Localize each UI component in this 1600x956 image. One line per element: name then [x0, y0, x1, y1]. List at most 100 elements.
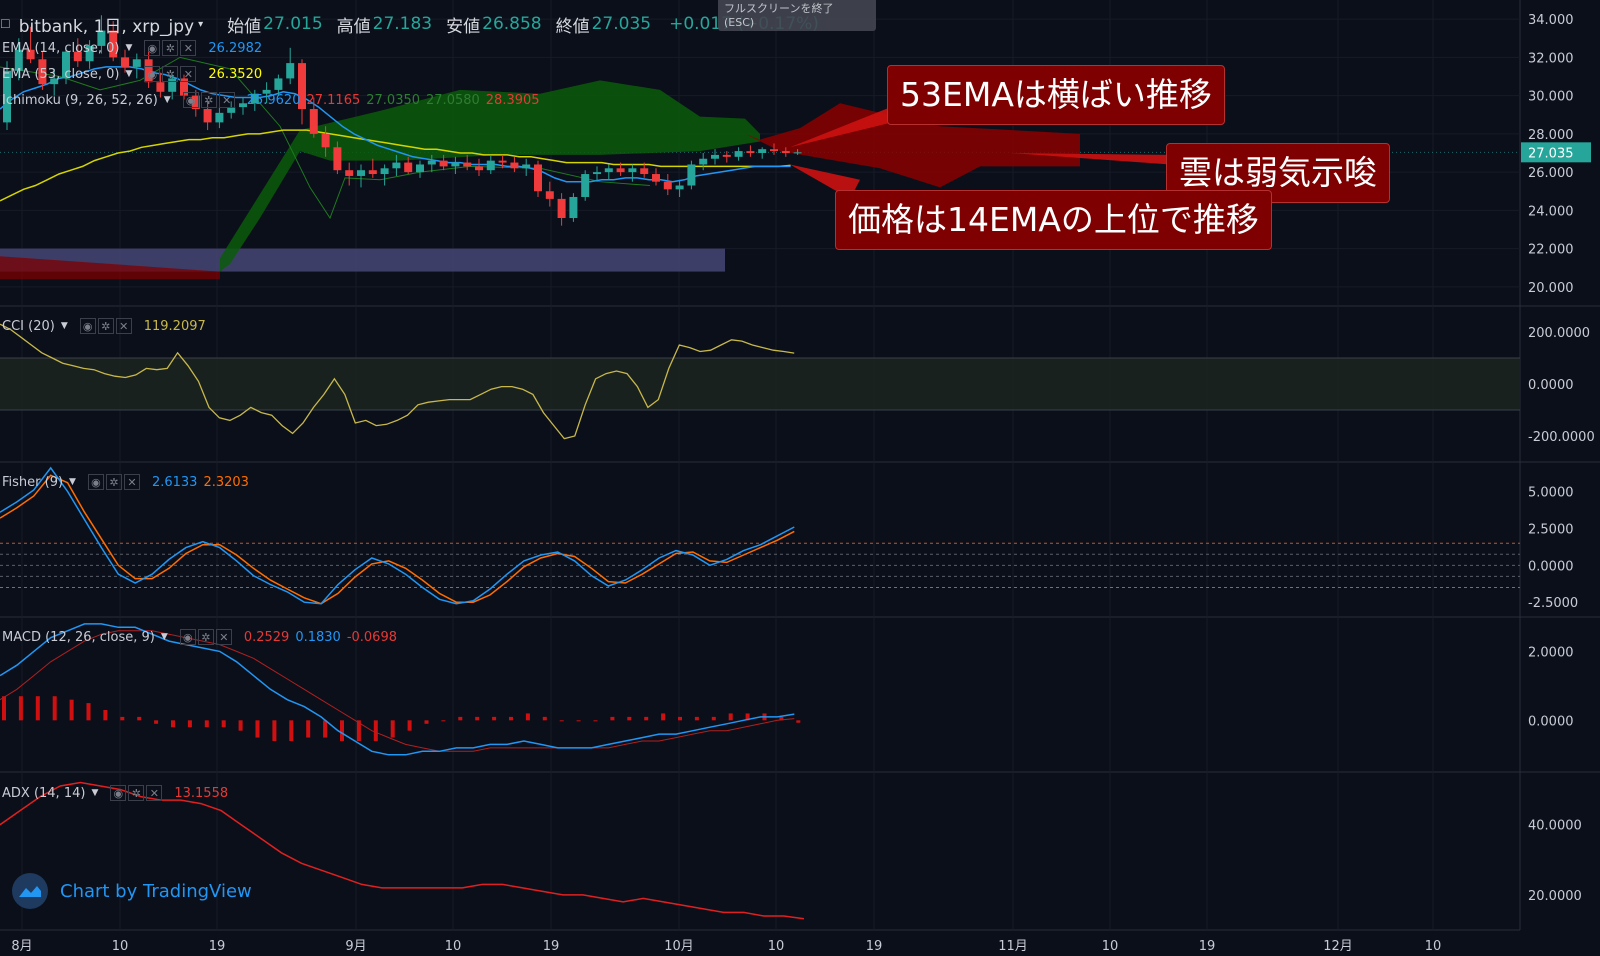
visibility-icon[interactable]: ◉	[144, 40, 161, 56]
candle-body	[239, 103, 247, 108]
candle-body	[274, 78, 283, 90]
chevron-down-icon[interactable]: ▼	[125, 69, 133, 79]
close-icon[interactable]: ✕	[115, 318, 132, 334]
chevron-down-icon[interactable]: ▼	[60, 321, 68, 331]
legend-ema14[interactable]: EMA (14, close, 0) ▼ ◉ ✲ ✕ 26.2982	[2, 40, 262, 56]
candle-body	[781, 151, 790, 153]
macd-histogram-bar	[661, 713, 666, 721]
fisher-trigger-line	[0, 474, 795, 605]
legend-cci-label: CCI (20)	[2, 318, 55, 334]
exit-fullscreen-label: フルスクリーンを終了	[724, 2, 834, 15]
candle-body	[85, 45, 94, 62]
close-icon[interactable]: ✕	[146, 785, 163, 801]
chevron-down-icon[interactable]: ▼	[163, 95, 171, 105]
legend-fisher[interactable]: Fisher (9) ▼ ◉ ✲ ✕ 2.6133 2.3203	[2, 474, 249, 490]
legend-macd-label: MACD (12, 26, close, 9)	[2, 629, 155, 645]
candle-body	[357, 170, 365, 176]
visibility-icon[interactable]: ◉	[179, 629, 196, 645]
candle-body	[545, 191, 554, 199]
chevron-down-icon[interactable]: ▼	[125, 43, 133, 53]
current-price-badge	[1521, 142, 1591, 163]
visibility-icon[interactable]: ◉	[110, 785, 127, 801]
gear-icon[interactable]: ✲	[128, 785, 145, 801]
time-tick-label: 19	[209, 939, 226, 954]
macd-histogram-bar	[492, 716, 497, 721]
close-icon[interactable]: ✕	[218, 92, 235, 108]
time-tick-label: 10	[768, 939, 785, 954]
candle-body	[463, 162, 472, 167]
high-value: 27.183	[372, 14, 433, 34]
legend-ichimoku[interactable]: Ichimoku (9, 26, 52, 26) ▼ ◉ ✲ ✕ 25.9620 2…	[2, 92, 540, 108]
purple-zone	[0, 248, 725, 272]
chevron-down-icon[interactable]: ▼	[69, 477, 76, 487]
visibility-icon[interactable]: ◉	[87, 474, 104, 490]
candle-body	[416, 164, 424, 173]
price-tick-label: 34.000	[1528, 13, 1574, 28]
symbol-title[interactable]: bitbank, 1日, xrp_jpy	[18, 16, 195, 37]
cci-line	[0, 323, 795, 440]
fisher-tick-label: 5.0000	[1528, 486, 1574, 501]
price-tick-label: 26.000	[1528, 166, 1574, 181]
symbol-dropdown-icon[interactable]: ☐	[0, 17, 11, 31]
close-label: 終値	[555, 16, 590, 37]
macd-histogram-bar	[323, 720, 328, 738]
watermark-text: Chart by TradingView	[60, 880, 252, 902]
candle-body	[758, 149, 767, 153]
gear-icon[interactable]: ✲	[162, 66, 179, 82]
close-icon[interactable]: ✕	[180, 66, 197, 82]
candle-body	[675, 185, 684, 190]
candle-body	[640, 168, 649, 175]
callout-ema53[interactable]: 53EMAは横ばい推移	[887, 65, 1225, 125]
legend-fisher-value: 2.6133	[151, 474, 198, 490]
price-tick-label: 20.000	[1528, 281, 1574, 296]
gear-icon[interactable]: ✲	[105, 474, 122, 490]
candle-body	[191, 95, 200, 110]
close-icon[interactable]: ✕	[180, 40, 197, 56]
gear-icon[interactable]: ✲	[97, 318, 114, 334]
macd-tick-label: 0.0000	[1528, 714, 1574, 729]
tradingview-watermark[interactable]: Chart by TradingView	[12, 873, 252, 909]
candle-body	[486, 160, 495, 171]
macd-histogram-bar	[120, 716, 125, 721]
macd-histogram-bar	[525, 713, 530, 721]
gear-icon[interactable]: ✲	[162, 40, 179, 56]
candle-body	[711, 154, 719, 159]
price-tick-label: 24.000	[1528, 204, 1574, 219]
gear-icon[interactable]: ✲	[200, 92, 217, 108]
callout-price[interactable]: 価格は14EMAの上位で推移	[835, 190, 1272, 250]
legend-macd[interactable]: MACD (12, 26, close, 9) ▼ ◉ ✲ ✕ 0.2529 0.1…	[2, 629, 397, 645]
macd-histogram-bar	[610, 716, 615, 721]
close-icon[interactable]: ✕	[123, 474, 140, 490]
arrow-ema53	[790, 99, 910, 148]
macd-histogram-bar	[779, 716, 784, 721]
macd-histogram-bar	[52, 696, 57, 721]
legend-adx[interactable]: ADX (14, 14) ▼ ◉ ✲ ✕ 13.1558	[2, 785, 228, 801]
gear-icon[interactable]: ✲	[197, 629, 214, 645]
visibility-icon[interactable]: ◉	[182, 92, 199, 108]
price-tick-label: 28.000	[1528, 128, 1574, 143]
visibility-icon[interactable]: ◉	[79, 318, 96, 334]
chevron-down-icon[interactable]: ▼	[91, 788, 99, 798]
time-tick-label: 11月	[998, 939, 1028, 954]
macd-histogram-bar	[272, 720, 277, 741]
legend-macd-signal: 0.1830	[295, 629, 341, 645]
candle-body	[97, 30, 106, 46]
exit-fullscreen-button[interactable]: フルスクリーンを終了 (ESC)	[718, 0, 876, 31]
legend-cci[interactable]: CCI (20) ▼ ◉ ✲ ✕ 119.2097	[2, 318, 206, 334]
macd-histogram-bar	[2, 696, 6, 721]
fisher-tick-label: 2.5000	[1528, 522, 1574, 537]
macd-histogram-bar	[137, 716, 142, 721]
adx-tick-label: 20.0000	[1528, 889, 1582, 904]
legend-ema53-value: 26.3520	[208, 66, 263, 82]
close-icon[interactable]: ✕	[215, 629, 232, 645]
candle-body	[687, 164, 696, 186]
legend-ema53[interactable]: EMA (53, close, 0) ▼ ◉ ✲ ✕ 26.3520	[2, 66, 262, 82]
candle-body	[368, 170, 377, 175]
candle-body	[699, 158, 708, 165]
current-price-label: 27.035	[1528, 146, 1574, 161]
chevron-down-icon[interactable]: ▾	[198, 18, 204, 30]
visibility-icon[interactable]: ◉	[144, 66, 161, 82]
chevron-down-icon[interactable]: ▼	[160, 632, 168, 642]
candle-body	[534, 164, 542, 192]
price-pane	[0, 15, 1080, 280]
